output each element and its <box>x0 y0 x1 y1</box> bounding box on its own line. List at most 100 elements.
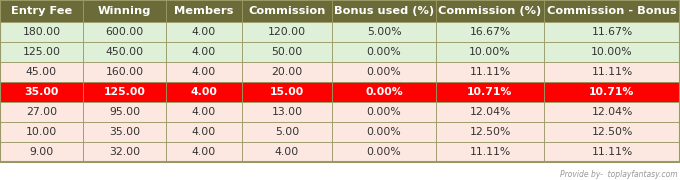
Bar <box>242 122 332 142</box>
Text: 35.00: 35.00 <box>24 87 58 97</box>
Text: Commission - Bonus: Commission - Bonus <box>547 6 677 16</box>
Bar <box>83 22 166 42</box>
Text: 50.00: 50.00 <box>271 47 303 57</box>
Text: 4.00: 4.00 <box>192 127 216 137</box>
Bar <box>0 22 83 42</box>
Bar <box>0 122 83 142</box>
Text: 4.00: 4.00 <box>192 147 216 157</box>
Text: 11.11%: 11.11% <box>592 147 632 157</box>
Text: 4.00: 4.00 <box>192 67 216 77</box>
Text: 11.67%: 11.67% <box>592 27 632 37</box>
Bar <box>166 122 242 142</box>
Text: 125.00: 125.00 <box>22 47 61 57</box>
Text: 27.00: 27.00 <box>26 107 57 117</box>
Text: Bonus used (%): Bonus used (%) <box>334 6 434 16</box>
Bar <box>83 62 166 82</box>
Text: 16.67%: 16.67% <box>469 27 511 37</box>
Bar <box>242 142 332 162</box>
Text: 4.00: 4.00 <box>192 107 216 117</box>
Bar <box>544 102 680 122</box>
Text: Provide by-  toplayfantasy.com: Provide by- toplayfantasy.com <box>560 170 678 179</box>
Bar <box>242 102 332 122</box>
Bar <box>83 82 166 102</box>
Bar <box>332 102 436 122</box>
Bar <box>332 42 436 62</box>
Text: 12.50%: 12.50% <box>592 127 632 137</box>
Text: 20.00: 20.00 <box>271 67 303 77</box>
Text: Members: Members <box>174 6 234 16</box>
Bar <box>436 22 544 42</box>
Text: 95.00: 95.00 <box>109 107 140 117</box>
Bar <box>332 122 436 142</box>
Text: Commission: Commission <box>248 6 326 16</box>
Bar <box>0 0 83 22</box>
Text: 10.00: 10.00 <box>26 127 57 137</box>
Text: 10.71%: 10.71% <box>590 87 634 97</box>
Text: Entry Fee: Entry Fee <box>11 6 72 16</box>
Text: 4.00: 4.00 <box>275 147 299 157</box>
Bar <box>0 102 83 122</box>
Text: 0.00%: 0.00% <box>365 87 403 97</box>
Bar <box>332 22 436 42</box>
Text: 180.00: 180.00 <box>22 27 61 37</box>
Text: 12.50%: 12.50% <box>469 127 511 137</box>
Text: 10.00%: 10.00% <box>469 47 511 57</box>
Bar <box>83 122 166 142</box>
Text: 11.11%: 11.11% <box>469 67 511 77</box>
Bar <box>436 122 544 142</box>
Bar <box>332 62 436 82</box>
Text: 12.04%: 12.04% <box>469 107 511 117</box>
Text: 4.00: 4.00 <box>192 47 216 57</box>
Text: 13.00: 13.00 <box>271 107 303 117</box>
Bar <box>544 42 680 62</box>
Text: 5.00: 5.00 <box>275 127 299 137</box>
Bar <box>0 82 83 102</box>
Bar <box>0 42 83 62</box>
Bar <box>544 22 680 42</box>
Bar <box>544 122 680 142</box>
Text: 450.00: 450.00 <box>105 47 143 57</box>
Bar <box>242 22 332 42</box>
Bar <box>242 0 332 22</box>
Bar <box>0 62 83 82</box>
Bar <box>544 0 680 22</box>
Text: 11.11%: 11.11% <box>592 67 632 77</box>
Bar <box>436 142 544 162</box>
Bar <box>0 142 83 162</box>
Text: 120.00: 120.00 <box>268 27 306 37</box>
Text: 0.00%: 0.00% <box>367 47 401 57</box>
Bar <box>242 82 332 102</box>
Text: 0.00%: 0.00% <box>367 67 401 77</box>
Bar <box>83 142 166 162</box>
Bar <box>166 142 242 162</box>
Text: 45.00: 45.00 <box>26 67 57 77</box>
Bar <box>166 0 242 22</box>
Text: 0.00%: 0.00% <box>367 127 401 137</box>
Text: 10.00%: 10.00% <box>591 47 633 57</box>
Text: Commission (%): Commission (%) <box>439 6 542 16</box>
Bar <box>166 82 242 102</box>
Text: 15.00: 15.00 <box>270 87 304 97</box>
Text: 0.00%: 0.00% <box>367 107 401 117</box>
Bar <box>436 42 544 62</box>
Bar <box>436 102 544 122</box>
Bar <box>83 0 166 22</box>
Text: 160.00: 160.00 <box>105 67 143 77</box>
Bar <box>544 62 680 82</box>
Text: Winning: Winning <box>98 6 151 16</box>
Bar <box>166 62 242 82</box>
Bar <box>166 42 242 62</box>
Text: 5.00%: 5.00% <box>367 27 401 37</box>
Bar <box>544 142 680 162</box>
Bar <box>166 22 242 42</box>
Bar <box>436 82 544 102</box>
Bar <box>332 82 436 102</box>
Bar <box>83 102 166 122</box>
Bar <box>242 42 332 62</box>
Text: 4.00: 4.00 <box>190 87 218 97</box>
Bar <box>544 82 680 102</box>
Text: 32.00: 32.00 <box>109 147 140 157</box>
Bar <box>436 0 544 22</box>
Text: 4.00: 4.00 <box>192 27 216 37</box>
Text: 35.00: 35.00 <box>109 127 140 137</box>
